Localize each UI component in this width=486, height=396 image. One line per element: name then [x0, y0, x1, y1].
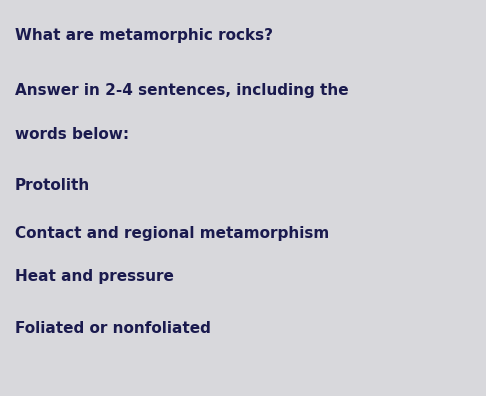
Text: Protolith: Protolith [15, 178, 90, 193]
Text: Contact and regional metamorphism: Contact and regional metamorphism [15, 226, 329, 241]
Text: Answer in 2-4 sentences, including the: Answer in 2-4 sentences, including the [15, 83, 348, 98]
Text: What are metamorphic rocks?: What are metamorphic rocks? [15, 28, 273, 43]
Text: words below:: words below: [15, 127, 129, 142]
Text: Foliated or nonfoliated: Foliated or nonfoliated [15, 321, 210, 336]
Text: Heat and pressure: Heat and pressure [15, 269, 174, 284]
